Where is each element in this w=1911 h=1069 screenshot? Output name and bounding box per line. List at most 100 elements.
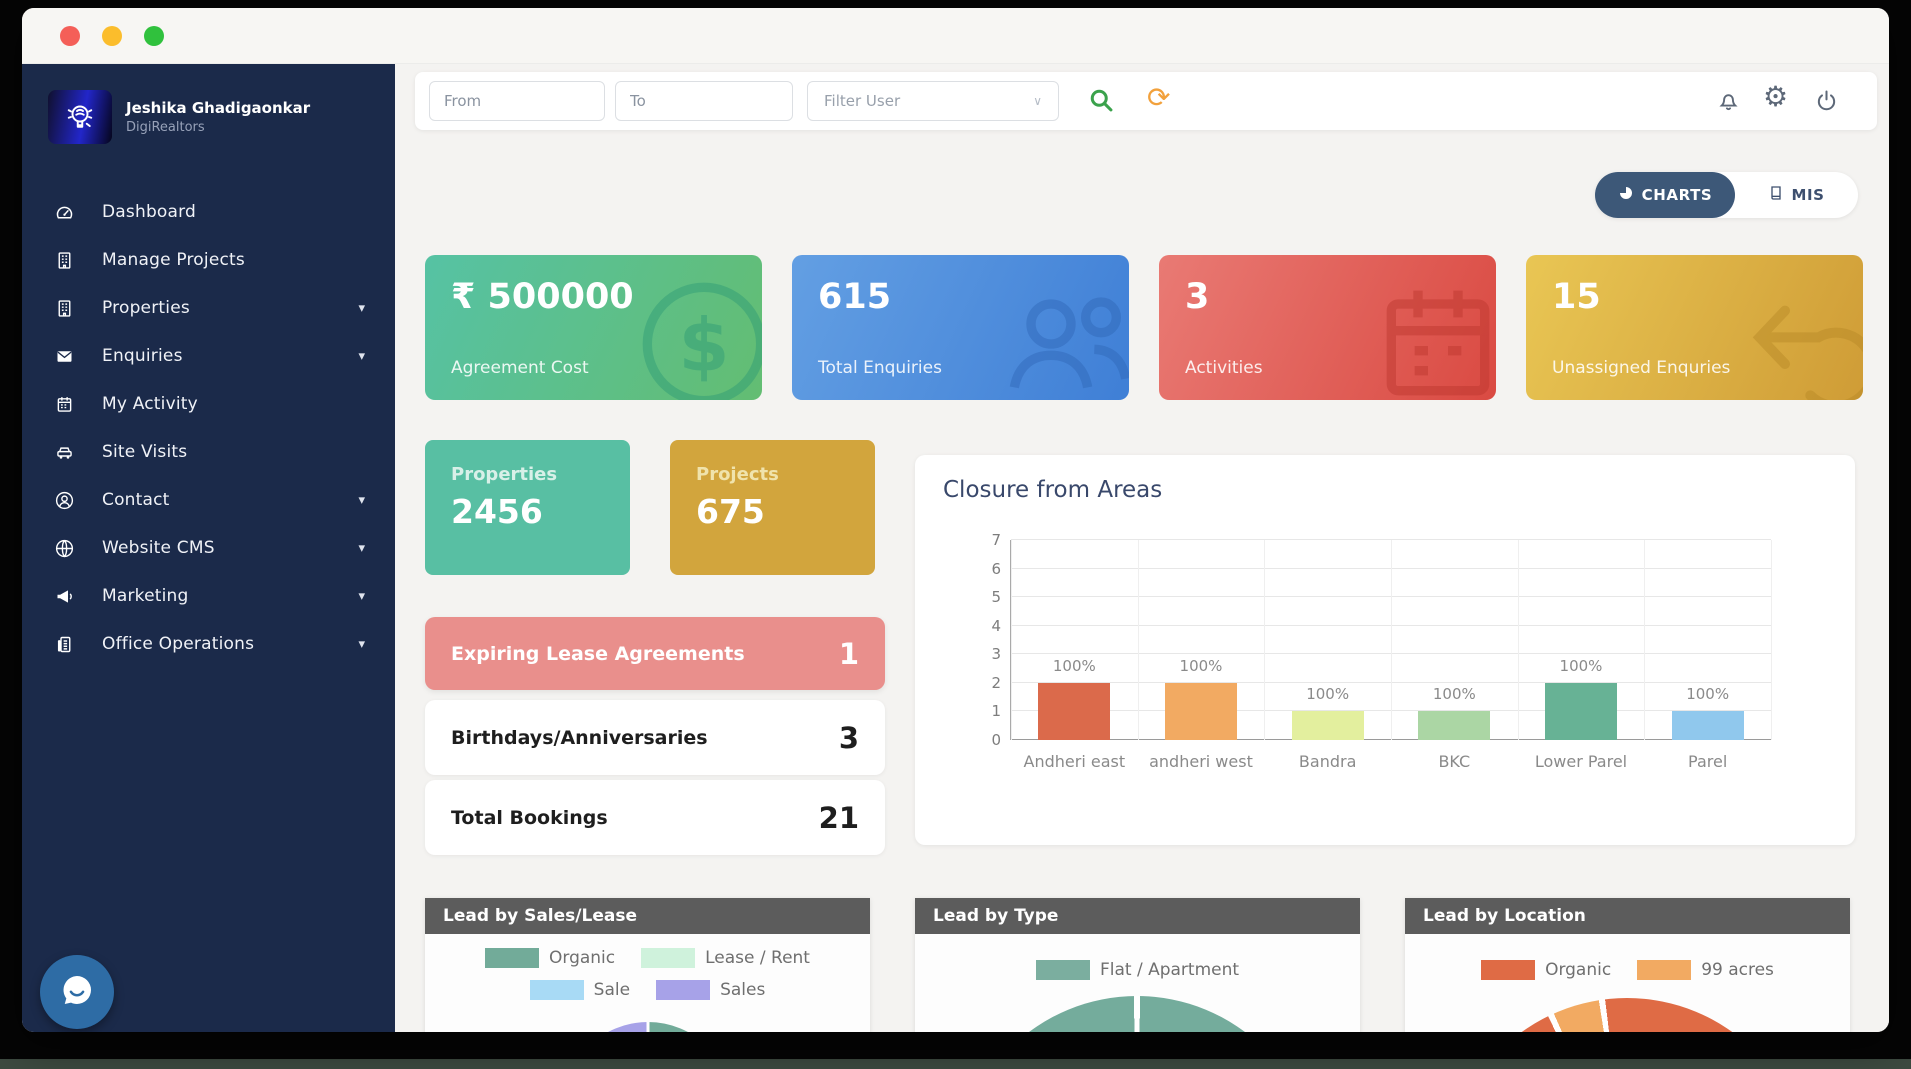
tab-mis[interactable]: MIS <box>1735 172 1858 218</box>
birthdays-anniversaries-card[interactable]: Birthdays/Anniversaries 3 <box>425 700 885 775</box>
sidebar-item-contact[interactable]: Contact ▾ <box>22 476 395 524</box>
search-icon[interactable] <box>1087 86 1115 118</box>
x-axis-label: BKC <box>1438 752 1471 771</box>
chevron-down-icon: ∨ <box>1033 94 1042 108</box>
window-titlebar <box>22 8 1889 64</box>
gridline <box>1771 540 1772 740</box>
close-window-button[interactable] <box>60 25 80 46</box>
sidebar-item-manage-projects[interactable]: Manage Projects <box>22 236 395 284</box>
chat-bubble-icon <box>56 969 98 1015</box>
closure-from-areas-chart-card: Closure from Areas 0 1 2 3 4 5 6 7 100% Andheri e… <box>915 455 1855 845</box>
user-name: Jeshika Ghadigaonkar <box>126 99 311 117</box>
bar-andheri-west[interactable] <box>1165 682 1237 740</box>
count-badge: 1 <box>838 636 859 671</box>
bar-parel[interactable] <box>1671 711 1744 740</box>
y-axis-tick: 6 <box>991 559 1001 578</box>
mini-card-properties[interactable]: Properties 2456 <box>425 440 630 575</box>
user-profile[interactable]: Jeshika Ghadigaonkar DigiRealtors <box>22 64 395 144</box>
bar-value-label: 100% <box>1559 656 1603 675</box>
panel-header: Lead by Type <box>915 898 1360 934</box>
panel-header: Lead by Location <box>1405 898 1850 934</box>
book-icon <box>1768 185 1784 205</box>
sidebar-item-website-cms[interactable]: Website CMS ▾ <box>22 524 395 572</box>
lead-type-pie-chart[interactable] <box>957 996 1317 1032</box>
expiring-lease-agreements-card[interactable]: Expiring Lease Agreements 1 <box>425 617 885 690</box>
lead-by-type-panel: Lead by Type Flat / Apartment <box>915 898 1360 1032</box>
total-bookings-card[interactable]: Total Bookings 21 <box>425 780 885 855</box>
gridline <box>1391 540 1392 740</box>
lead-by-sales-lease-panel: Lead by Sales/Lease Organic Lease / Rent… <box>425 898 870 1032</box>
stat-card-activities[interactable]: 3 Activities <box>1159 255 1496 400</box>
stat-card-total-enquiries[interactable]: 615 Total Enquiries <box>792 255 1129 400</box>
sidebar-item-marketing[interactable]: Marketing ▾ <box>22 572 395 620</box>
legend-swatch <box>1035 960 1090 980</box>
count-badge: 3 <box>838 720 859 755</box>
to-date-input[interactable] <box>615 81 793 121</box>
chart-title: Closure from Areas <box>943 477 1163 503</box>
person-icon <box>52 490 76 511</box>
sidebar-menu: Dashboard Manage Projects Properties ▾ <box>22 188 395 668</box>
chevron-down-icon: ▾ <box>358 300 365 316</box>
gridline <box>1264 540 1266 740</box>
bar-value-label: 100% <box>1306 685 1350 704</box>
chevron-down-icon: ▾ <box>358 540 365 556</box>
legend-item[interactable]: Flat / Apartment <box>1035 960 1239 980</box>
bar-lower-parel[interactable] <box>1545 682 1617 740</box>
sidebar-item-dashboard[interactable]: Dashboard <box>22 188 395 236</box>
notifications-bell-icon[interactable] <box>1715 87 1742 118</box>
from-date-input[interactable] <box>429 81 605 121</box>
bar-value-label: 100% <box>1179 656 1223 675</box>
lead-by-location-panel: Lead by Location Organic 99 acres <box>1405 898 1850 1032</box>
chevron-down-icon: ▾ <box>358 588 365 604</box>
tab-charts[interactable]: CHARTS <box>1595 172 1735 218</box>
gridline <box>1517 540 1519 740</box>
sidebar-item-enquiries[interactable]: Enquiries ▾ <box>22 332 395 380</box>
pie-chart-icon <box>1618 185 1634 205</box>
envelope-icon <box>52 346 76 367</box>
x-axis-label: Lower Parel <box>1534 752 1628 771</box>
x-axis-label: Andheri east <box>1023 752 1126 771</box>
sidebar-item-site-visits[interactable]: Site Visits <box>22 428 395 476</box>
megaphone-icon <box>52 586 76 607</box>
refresh-icon[interactable]: ⟳ <box>1147 81 1171 114</box>
power-icon[interactable] <box>1813 87 1840 118</box>
sales-lease-pie-chart[interactable] <box>563 1022 733 1032</box>
legend-item[interactable]: Sales <box>656 980 765 1000</box>
dashboard-icon <box>52 202 76 223</box>
legend-item[interactable]: Lease / Rent <box>641 948 810 968</box>
legend-item[interactable]: Sale <box>529 980 630 1000</box>
view-toggle: CHARTS MIS <box>1595 172 1858 218</box>
stat-card-unassigned-enquiries[interactable]: 15 Unassigned Enquries <box>1526 255 1863 400</box>
dollar-circle-icon: $ <box>624 264 762 400</box>
legend-item[interactable]: Organic <box>485 948 615 968</box>
sidebar-item-my-activity[interactable]: My Activity <box>22 380 395 428</box>
calendar-icon <box>1358 264 1496 400</box>
app-window: Jeshika Ghadigaonkar DigiRealtors Dashbo… <box>22 8 1889 1032</box>
chat-widget-button[interactable] <box>40 955 114 1029</box>
y-axis-tick: 2 <box>991 673 1001 692</box>
minimize-window-button[interactable] <box>102 25 122 46</box>
x-axis-label: Bandra <box>1298 752 1357 771</box>
y-axis-tick: 0 <box>991 731 1001 749</box>
y-axis-tick: 3 <box>991 645 1001 664</box>
lead-location-pie-chart[interactable] <box>1447 998 1807 1032</box>
legend-item[interactable]: Organic <box>1481 960 1611 980</box>
bar-bkc[interactable] <box>1418 711 1491 740</box>
legend-swatch <box>529 980 584 1000</box>
sidebar-item-properties[interactable]: Properties ▾ <box>22 284 395 332</box>
bar-bandra[interactable] <box>1291 711 1364 740</box>
sidebar-item-office-operations[interactable]: Office Operations ▾ <box>22 620 395 668</box>
stat-card-agreement-cost[interactable]: ₹ 500000 Agreement Cost $ <box>425 255 762 400</box>
y-axis-tick: 7 <box>991 531 1001 549</box>
bar-andheri-east[interactable] <box>1038 682 1111 740</box>
mini-card-projects[interactable]: Projects 675 <box>670 440 875 575</box>
globe-icon <box>52 538 76 559</box>
filter-user-select[interactable]: Filter User ∨ <box>807 81 1059 121</box>
legend-item[interactable]: 99 acres <box>1637 960 1774 980</box>
maximize-window-button[interactable] <box>144 25 164 46</box>
count-badge: 21 <box>818 800 859 835</box>
desktop-edge <box>0 1059 1911 1069</box>
legend-swatch <box>656 980 711 1000</box>
bar-chart-plot: 0 1 2 3 4 5 6 7 100% Andheri east 100% andheri west… <box>991 531 1772 771</box>
settings-gear-icon[interactable]: ⚙ <box>1763 80 1789 113</box>
